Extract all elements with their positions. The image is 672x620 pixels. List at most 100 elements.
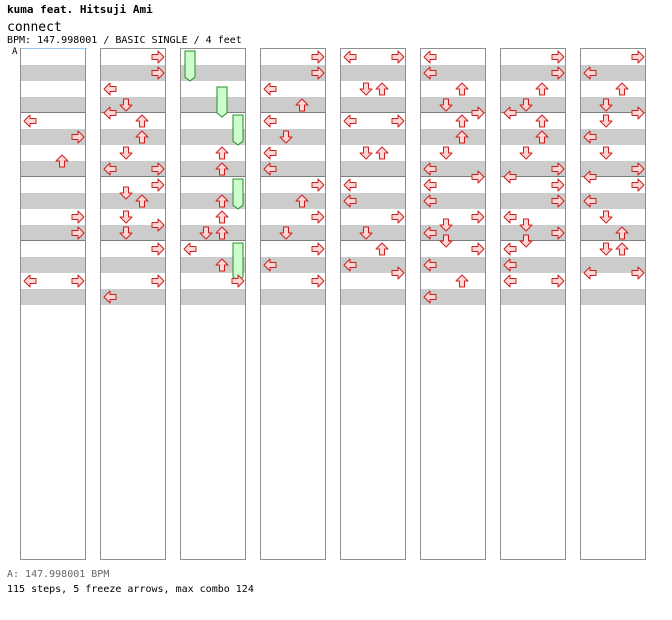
- arrow-left-icon: [263, 114, 277, 128]
- measure-line: [341, 112, 405, 113]
- arrow-right-icon: [631, 266, 645, 280]
- beat-stripe: [181, 129, 245, 145]
- chart-column: [420, 48, 486, 560]
- chart-column: [260, 48, 326, 560]
- arrow-left-icon: [423, 226, 437, 240]
- arrow-right-icon: [551, 50, 565, 64]
- arrow-down-icon: [599, 146, 613, 160]
- arrow-down-icon: [279, 226, 293, 240]
- beat-stripe: [341, 97, 405, 113]
- arrow-down-icon: [519, 218, 533, 232]
- arrow-right-icon: [391, 210, 405, 224]
- beat-stripe: [181, 289, 245, 305]
- arrow-down-icon: [119, 146, 133, 160]
- beat-stripe: [21, 257, 85, 273]
- measure-line: [341, 240, 405, 241]
- arrow-right-icon: [311, 178, 325, 192]
- arrow-down-icon: [119, 186, 133, 200]
- beat-stripe: [261, 257, 325, 273]
- arrow-right-icon: [391, 266, 405, 280]
- beat-stripe: [261, 129, 325, 145]
- beat-stripe: [341, 289, 405, 305]
- arrow-right-icon: [71, 274, 85, 288]
- arrow-right-icon: [151, 66, 165, 80]
- arrow-left-icon: [423, 178, 437, 192]
- arrow-right-icon: [631, 178, 645, 192]
- arrow-up-icon: [135, 130, 149, 144]
- arrow-up-icon: [215, 194, 229, 208]
- beat-stripe: [581, 193, 645, 209]
- arrow-right-icon: [71, 226, 85, 240]
- arrow-left-icon: [343, 114, 357, 128]
- arrow-down-icon: [119, 226, 133, 240]
- arrow-up-icon: [295, 98, 309, 112]
- beat-stripe: [21, 225, 85, 241]
- arrow-up-icon: [375, 146, 389, 160]
- measure-line: [21, 240, 85, 241]
- arrow-up-icon: [215, 258, 229, 272]
- measure-line: [421, 240, 485, 241]
- arrow-left-icon: [103, 106, 117, 120]
- arrow-up-icon: [375, 242, 389, 256]
- beat-stripe: [581, 65, 645, 81]
- beat-stripe: [341, 65, 405, 81]
- beat-stripe: [101, 65, 165, 81]
- measure-line: [181, 240, 245, 241]
- measure-line: [421, 112, 485, 113]
- measure-line: [101, 176, 165, 177]
- beat-stripe: [341, 225, 405, 241]
- arrow-right-icon: [151, 274, 165, 288]
- arrow-right-icon: [311, 66, 325, 80]
- arrow-right-icon: [391, 114, 405, 128]
- arrow-left-icon: [263, 162, 277, 176]
- arrow-up-icon: [615, 226, 629, 240]
- arrow-left-icon: [503, 170, 517, 184]
- arrow-down-icon: [519, 234, 533, 248]
- measure-line: [181, 112, 245, 113]
- arrow-right-icon: [311, 210, 325, 224]
- arrow-up-icon: [375, 82, 389, 96]
- arrow-right-icon: [311, 50, 325, 64]
- beat-stripe: [501, 289, 565, 305]
- arrow-up-icon: [135, 114, 149, 128]
- arrow-up-icon: [295, 194, 309, 208]
- beat-stripe: [581, 97, 645, 113]
- beat-stripe: [261, 65, 325, 81]
- arrow-down-icon: [599, 210, 613, 224]
- beat-stripe: [581, 161, 645, 177]
- arrow-left-icon: [23, 274, 37, 288]
- beat-stripe: [581, 129, 645, 145]
- beat-stripe: [501, 97, 565, 113]
- freeze-arrow-right: [231, 178, 245, 210]
- arrow-right-icon: [551, 194, 565, 208]
- beat-stripe: [501, 225, 565, 241]
- beat-stripe: [421, 257, 485, 273]
- arrow-right-icon: [311, 242, 325, 256]
- chart-column: [100, 48, 166, 560]
- arrow-down-icon: [599, 98, 613, 112]
- arrow-left-icon: [263, 258, 277, 272]
- beat-stripe: [101, 97, 165, 113]
- beat-stripe: [181, 97, 245, 113]
- arrow-up-icon: [215, 146, 229, 160]
- beat-stripe: [101, 193, 165, 209]
- beat-stripe: [181, 257, 245, 273]
- arrow-left-icon: [183, 242, 197, 256]
- beat-stripe: [341, 257, 405, 273]
- beat-stripe: [421, 193, 485, 209]
- arrow-down-icon: [119, 210, 133, 224]
- beat-stripe: [21, 193, 85, 209]
- arrow-right-icon: [551, 178, 565, 192]
- arrow-up-icon: [215, 226, 229, 240]
- step-stats: 115 steps, 5 freeze arrows, max combo 12…: [7, 584, 254, 595]
- chart-column: [20, 48, 86, 560]
- beat-stripe: [261, 193, 325, 209]
- arrow-down-icon: [599, 242, 613, 256]
- beat-stripe: [581, 289, 645, 305]
- freeze-arrow-left: [183, 50, 197, 82]
- beat-stripe: [581, 257, 645, 273]
- arrow-right-icon: [391, 50, 405, 64]
- arrow-up-icon: [535, 130, 549, 144]
- measure-line: [581, 176, 645, 177]
- beat-stripe: [101, 161, 165, 177]
